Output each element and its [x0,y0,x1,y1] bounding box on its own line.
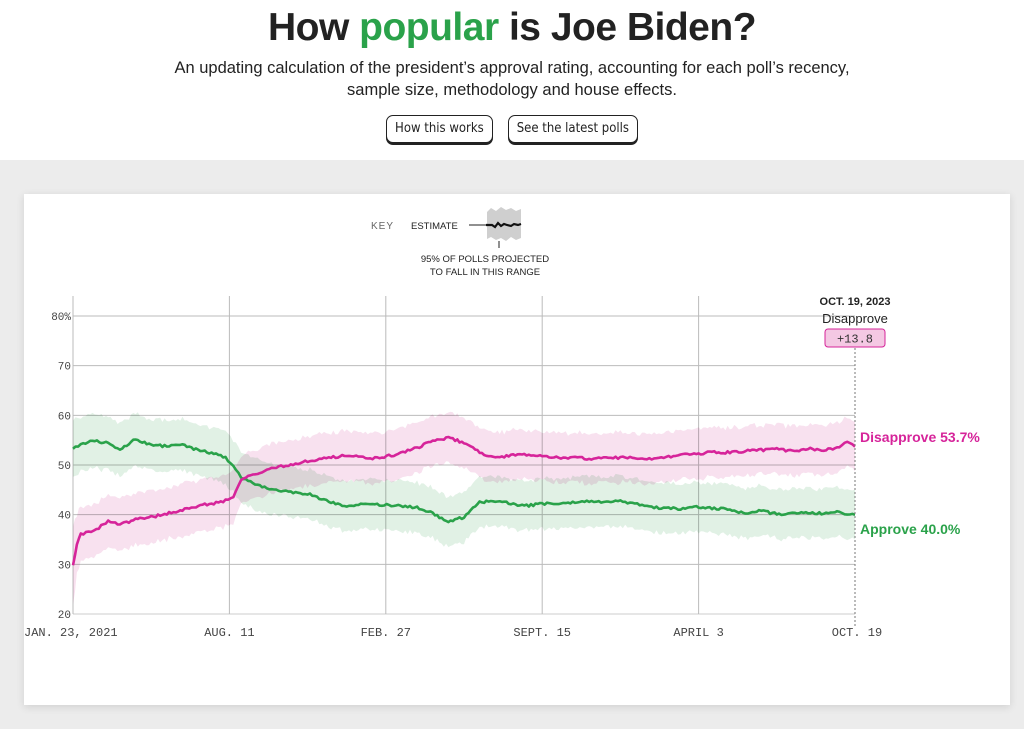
y-tick-label: 30 [58,560,71,572]
approve-line [72,438,856,524]
chart-key: KEY ESTIMATE 95% OF POLLS PROJECTED TO F… [371,207,549,278]
x-tick-label: OCT. 19 [832,626,882,640]
margin-value: +13.8 [837,333,873,347]
margin-badge [824,328,886,348]
how-this-works-button[interactable]: How this works [386,115,493,143]
subtitle-line: An updating calculation of the president… [174,59,850,77]
approval-chart: KEY ESTIMATE 95% OF POLLS PROJECTED TO F… [24,207,980,640]
y-tick-label: 60 [58,411,71,423]
disapprove-line [71,435,856,566]
annotation-date: OCT. 19, 2023 [820,296,891,308]
approve-band [73,412,855,548]
x-tick-label: APRIL 3 [673,626,723,640]
annotation-leader: Disapprove [822,311,888,326]
series-lines [71,435,856,566]
latest-annotation: OCT. 19, 2023 Disapprove +13.8 [820,296,891,626]
y-tick-label: 50 [58,461,71,473]
y-tick-label: 40 [58,511,71,523]
page-title: How popular is Joe Biden? [0,6,1024,50]
x-axis: JAN. 23, 2021 AUG. 11 FEB. 27 SEPT. 15 APRIL… [24,626,882,640]
y-axis: 20 30 40 50 60 70 80% [51,312,71,622]
y-tick-label: 20 [58,610,71,622]
title-text: How [267,6,360,49]
key-estimate-label: ESTIMATE [411,221,458,232]
latest-polls-button[interactable]: See the latest polls [507,115,638,143]
disapprove-band [73,411,855,605]
header-buttons: How this works See the latest polls [0,115,1024,143]
approve-end-label: Approve 40.0% [860,521,961,537]
x-tick-label: AUG. 11 [204,626,254,640]
key-range-label: TO FALL IN THIS RANGE [430,267,540,278]
key-label: KEY [371,221,394,232]
subtitle: An updating calculation of the president… [0,57,1024,101]
y-tick-label: 80% [51,312,71,324]
title-accent-word: popular [359,6,499,49]
y-tick-label: 70 [58,362,71,374]
title-text-end: is Joe Biden? [498,6,757,49]
key-estimate-line [486,221,522,229]
key-range-label: 95% OF POLLS PROJECTED [421,254,549,265]
disapprove-end-label: Disapprove 53.7% [860,429,980,445]
chart-card: KEY ESTIMATE 95% OF POLLS PROJECTED TO F… [24,194,1010,705]
page-header: How popular is Joe Biden? An updating ca… [0,0,1024,160]
subtitle-line: sample size, methodology and house effec… [347,81,677,99]
x-tick-label: FEB. 27 [361,626,411,640]
x-tick-label: SEPT. 15 [513,626,571,640]
x-tick-label: JAN. 23, 2021 [24,626,118,640]
confidence-bands [73,411,855,605]
